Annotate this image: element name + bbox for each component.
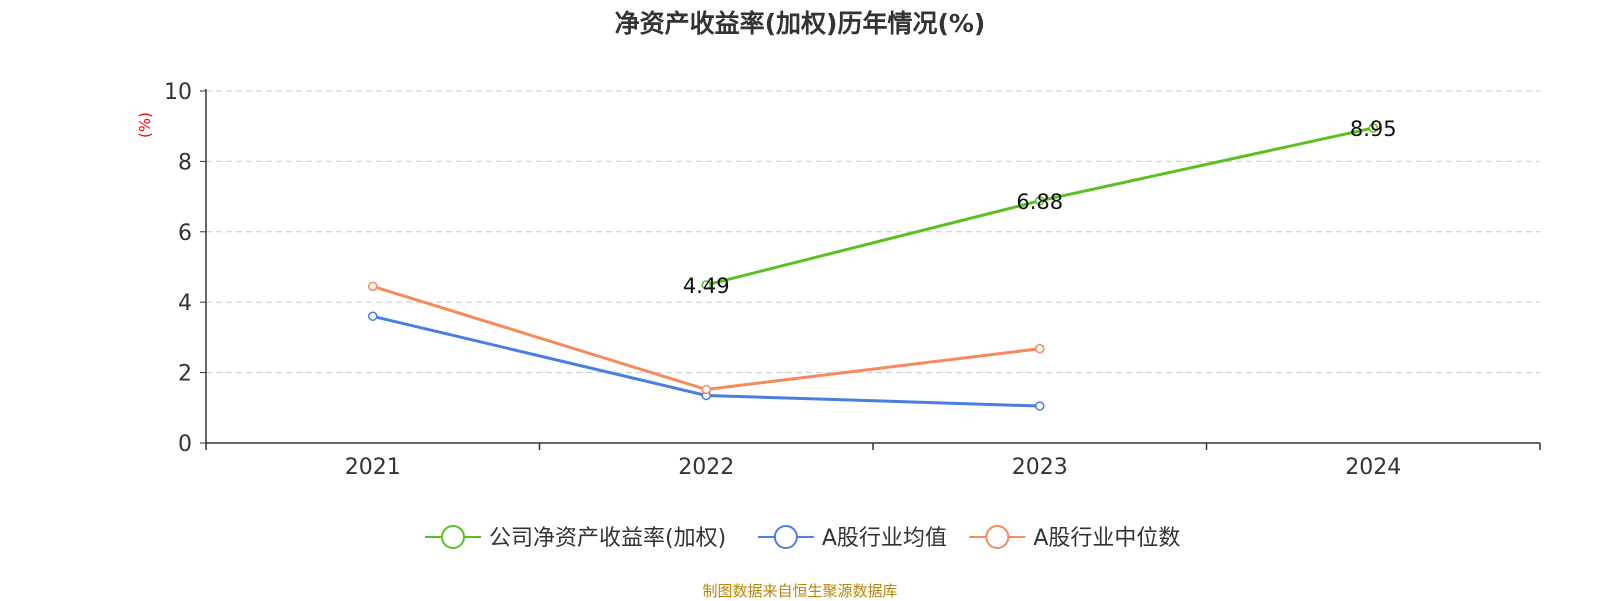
x-tick-label: 2022 <box>678 455 734 480</box>
y-tick-label: 2 <box>178 362 192 387</box>
legend-marker-2 <box>985 525 1010 549</box>
y-tick-label: 6 <box>178 221 192 246</box>
data-point <box>1368 123 1378 133</box>
y-tick-label: 4 <box>178 291 192 316</box>
x-tick-label: 2024 <box>1345 455 1401 480</box>
data-point <box>701 384 711 395</box>
legend-marker-1 <box>773 525 798 549</box>
data-label: 4.49 <box>683 274 730 298</box>
y-axis-label: (%) <box>136 112 154 138</box>
legend-marker-0 <box>441 525 465 549</box>
data-point <box>368 281 378 292</box>
data-label: 6.88 <box>1016 190 1063 214</box>
legend-label: 公司净资产收益率(加权) <box>489 526 726 551</box>
data-point <box>701 280 711 290</box>
data-source-note: 制图数据来自恒生聚源数据库 <box>702 582 898 600</box>
data-label: 8.95 <box>1350 117 1397 141</box>
data-point <box>1035 196 1045 206</box>
data-point <box>1035 343 1045 354</box>
legend-label: A股行业中位数 <box>1033 526 1180 551</box>
chart-title: 净资产收益率(加权)历年情况(%) <box>614 9 986 38</box>
legend-label: A股行业均值 <box>822 526 947 551</box>
y-tick-label: 0 <box>178 432 192 457</box>
y-tick-label: 8 <box>178 150 192 175</box>
data-point <box>368 311 378 322</box>
data-point <box>1035 401 1045 411</box>
x-tick-label: 2021 <box>345 455 401 480</box>
y-tick-label: 10 <box>164 80 192 105</box>
x-tick-label: 2023 <box>1012 455 1068 480</box>
